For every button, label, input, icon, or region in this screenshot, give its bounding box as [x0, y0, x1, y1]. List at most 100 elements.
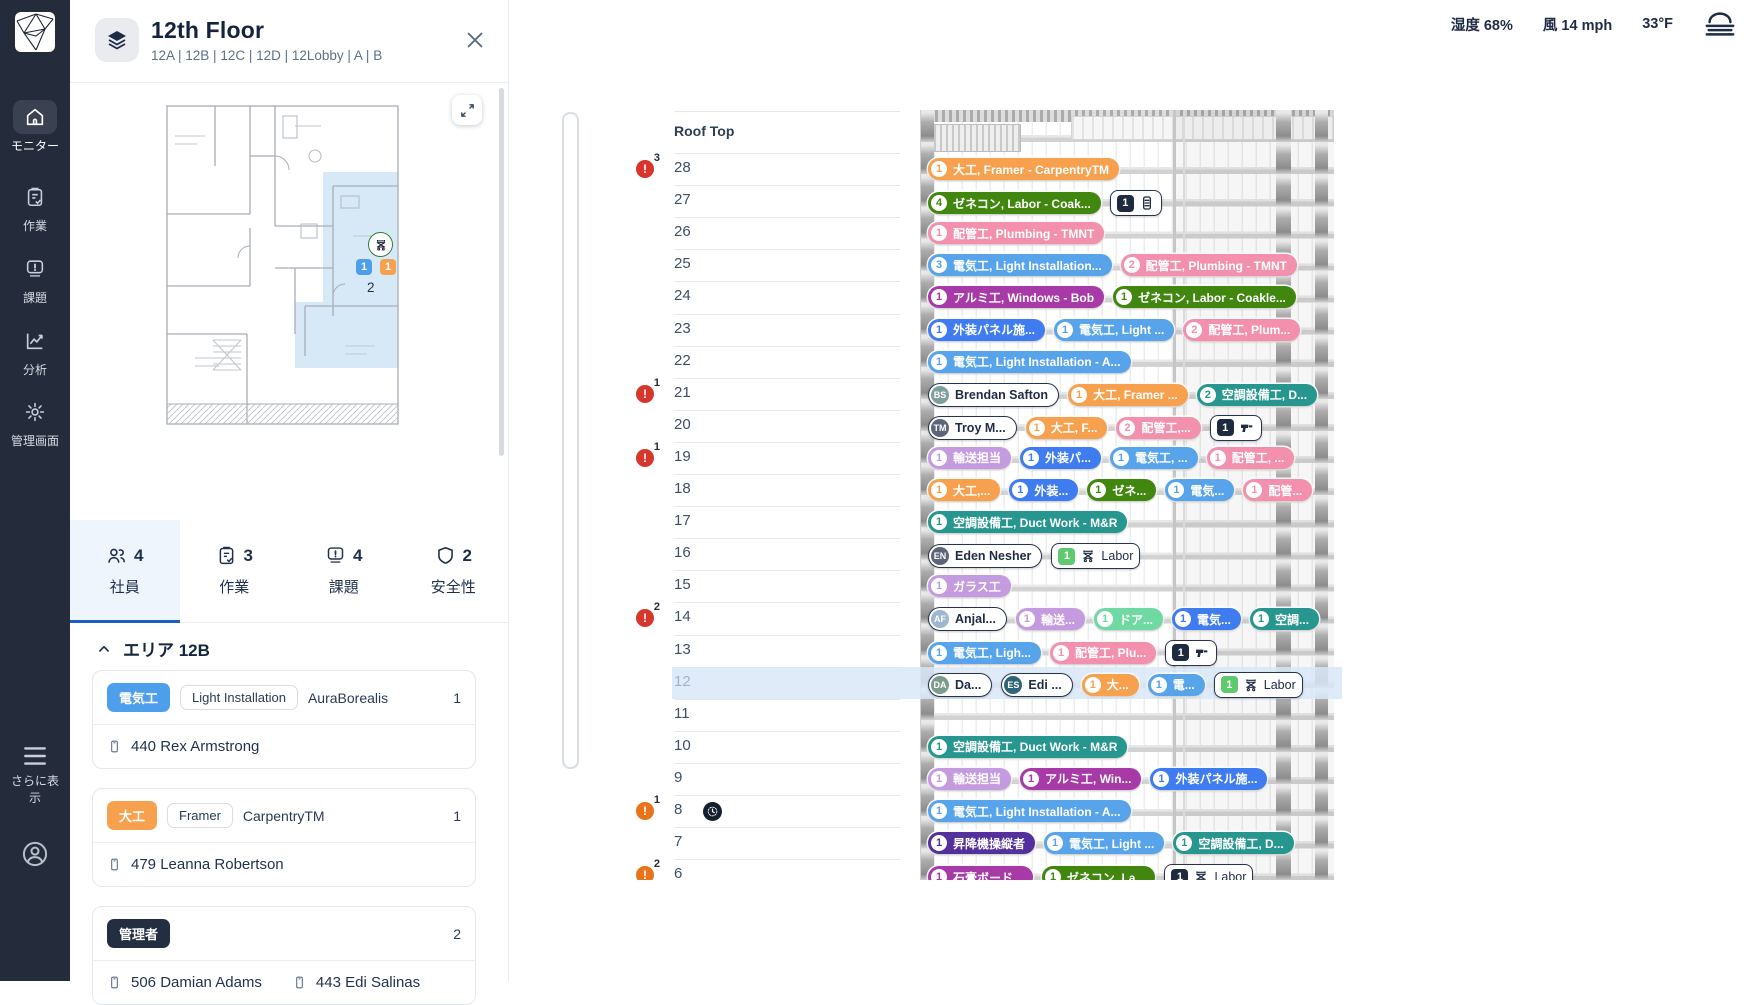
time-marker-icon[interactable]: [703, 802, 722, 821]
trade-pill[interactable]: 1 電気工, Light Installation - A...: [928, 800, 1131, 822]
trade-pill[interactable]: 1 配管工, Plu...: [1050, 641, 1157, 664]
floor-label-16[interactable]: 16: [674, 544, 691, 562]
trade-pill[interactable]: 1 外装パ...: [1020, 446, 1102, 469]
floor-label-13[interactable]: 13: [674, 640, 691, 658]
floor-label-19[interactable]: 19: [674, 447, 691, 465]
plan-count-badge-orange[interactable]: 1: [380, 259, 396, 275]
floor-label-22[interactable]: 22: [674, 351, 691, 369]
trade-pill[interactable]: 1 ゼネコン, Labor - Coakle...: [1113, 286, 1296, 309]
floor-label-26[interactable]: 26: [674, 223, 691, 241]
floor-alert-badge[interactable]: ! 3: [636, 152, 660, 178]
trade-pill[interactable]: 1 電気工, Ligh...: [928, 641, 1041, 664]
trade-pill[interactable]: 1 アルミ工, Win...: [1020, 767, 1142, 790]
floor-label-15[interactable]: 15: [674, 576, 691, 594]
equipment-pill[interactable]: 1: [1109, 190, 1162, 217]
floor-label-11[interactable]: 11: [674, 704, 690, 722]
trade-pill[interactable]: 1 空調設備工, Duct Work - M&R: [928, 735, 1128, 758]
trade-pill[interactable]: 1 ゼネコン, La...: [1042, 866, 1156, 880]
group-card-header[interactable]: 管理者 2: [93, 907, 475, 960]
sidebar-item-analytics[interactable]: 分析: [0, 324, 70, 378]
trade-pill[interactable]: 1 空調設備工, D...: [1173, 832, 1294, 855]
floor-alert-badge[interactable]: ! 1: [636, 441, 660, 467]
sidebar-item-issues[interactable]: 課題: [0, 252, 70, 306]
trade-pill[interactable]: 2 空調設備工, D...: [1196, 383, 1318, 406]
trade-pill[interactable]: 1 配管工, Plumbing - TMNT: [928, 222, 1105, 245]
trade-pill[interactable]: 1 空調設備工, Duct Work - M&R: [928, 511, 1128, 534]
trade-pill[interactable]: 1 大工, Framer - CarpentryTM: [928, 158, 1120, 180]
trade-pill[interactable]: 3 電気工, Light Installation...: [928, 254, 1112, 277]
person-pill[interactable]: BS Brendan Safton: [928, 382, 1060, 407]
floor-label-23[interactable]: 23: [674, 319, 691, 337]
trade-pill[interactable]: 1 大工, F...: [1025, 416, 1108, 439]
trade-pill[interactable]: 2 配管工, Plumbing - TMNT: [1120, 254, 1297, 277]
tab-safety[interactable]: 2 安全性: [399, 520, 509, 622]
trade-pill[interactable]: 1 外装パネル施...: [928, 318, 1046, 341]
person-pill[interactable]: EN Eden Nesher: [928, 544, 1043, 569]
floor-label-18[interactable]: 18: [674, 480, 691, 497]
sidebar-item-monitor[interactable]: モニター: [0, 100, 70, 154]
trade-pill[interactable]: 1 輸送担当: [928, 767, 1012, 790]
person-pill[interactable]: TM Troy M...: [928, 415, 1017, 440]
person-pill[interactable]: DA Da...: [928, 672, 993, 697]
floor-label-24[interactable]: 24: [674, 287, 691, 305]
expand-plan-button[interactable]: [452, 95, 482, 125]
trade-pill[interactable]: 1 電...: [1147, 673, 1205, 696]
worker-list-item[interactable]: 443 Edi Salinas: [292, 973, 420, 992]
sidebar-item-admin[interactable]: 管理画面: [0, 395, 70, 449]
trade-pill[interactable]: 1 ガラス工: [928, 575, 1011, 598]
trade-pill[interactable]: 2 配管工,...: [1116, 416, 1201, 439]
floor-label-17[interactable]: 17: [674, 512, 691, 530]
floor-label-21[interactable]: 21: [674, 383, 691, 401]
tab-employees[interactable]: 4 社員: [70, 520, 180, 623]
trade-pill[interactable]: 1 電気工, Light Installation - A...: [928, 350, 1131, 373]
floor-label-8[interactable]: 8: [674, 801, 683, 818]
trade-pill[interactable]: 1 大工,...: [928, 479, 1001, 501]
trade-pill[interactable]: 1 電気...: [1165, 479, 1235, 501]
trade-pill[interactable]: 4 ゼネコン, Labor - Coak...: [928, 192, 1101, 215]
panel-scrollbar[interactable]: [499, 88, 504, 456]
trade-pill[interactable]: 1 電気工, Light ...: [1054, 318, 1175, 341]
group-card-header[interactable]: 電気工 Light Installation AuraBorealis 1: [93, 671, 475, 724]
labor-pill[interactable]: 1 Labor: [1213, 671, 1303, 698]
trade-pill[interactable]: 1 外装パネル施...: [1150, 767, 1268, 790]
trade-pill[interactable]: 1 電気工, ...: [1110, 446, 1198, 469]
floor-label-12[interactable]: 12: [674, 672, 691, 690]
equipment-pill[interactable]: 1: [1165, 639, 1218, 666]
floor-label-20[interactable]: 20: [674, 415, 691, 433]
floor-label-25[interactable]: 25: [674, 255, 691, 273]
floor-label-6[interactable]: 6: [674, 865, 683, 880]
plan-count-badge-blue[interactable]: 1: [356, 259, 372, 275]
trade-pill[interactable]: 1 昇降機操縦者: [928, 832, 1036, 855]
floor-label-28[interactable]: 28: [674, 159, 691, 176]
tab-issues[interactable]: 4 課題: [289, 520, 399, 622]
area-section-header[interactable]: エリア 12B: [95, 636, 210, 661]
floor-alert-badge[interactable]: ! 1: [636, 377, 660, 403]
floor-label-roof[interactable]: Roof Top: [674, 123, 735, 139]
floor-label-10[interactable]: 10: [674, 736, 691, 754]
floor-alert-badge[interactable]: ! 2: [636, 858, 660, 880]
trade-pill[interactable]: 1 大...: [1081, 673, 1139, 696]
equipment-pill[interactable]: 1: [1209, 414, 1262, 441]
worker-list-item[interactable]: 479 Leanna Robertson: [107, 855, 284, 874]
sidebar-show-more[interactable]: さらに表示: [0, 745, 70, 807]
trade-pill[interactable]: 1 アルミ工, Windows - Bob: [928, 286, 1105, 309]
content-scrollbar[interactable]: [562, 112, 579, 769]
profile-button[interactable]: [21, 840, 49, 868]
group-card-header[interactable]: 大工 Framer CarpentryTM 1: [93, 789, 475, 842]
trade-pill[interactable]: 1 石膏ボード...: [928, 866, 1034, 880]
floor-alert-badge[interactable]: ! 1: [636, 794, 660, 820]
floor-label-27[interactable]: 27: [674, 191, 691, 209]
trade-pill[interactable]: 1 ゼネ...: [1087, 479, 1157, 501]
trade-pill[interactable]: 1 配管工, ...: [1206, 446, 1295, 469]
tab-tasks[interactable]: 3 作業: [180, 520, 290, 622]
trade-pill[interactable]: 1 輸送担当: [928, 446, 1012, 469]
trade-pill[interactable]: 1 輸送...: [1015, 608, 1085, 631]
trade-pill[interactable]: 2 配管工, Plum...: [1183, 318, 1301, 341]
labor-pill[interactable]: 1 Labor: [1051, 543, 1141, 570]
floor-alert-badge[interactable]: ! 2: [636, 601, 660, 628]
person-pill[interactable]: AF Anjal...: [928, 607, 1007, 632]
trade-pill[interactable]: 1 電気工, Light ...: [1044, 832, 1165, 855]
sidebar-item-work[interactable]: 作業: [0, 180, 70, 234]
trade-pill[interactable]: 1 外装...: [1009, 479, 1079, 501]
worker-list-item[interactable]: 440 Rex Armstrong: [107, 737, 259, 756]
